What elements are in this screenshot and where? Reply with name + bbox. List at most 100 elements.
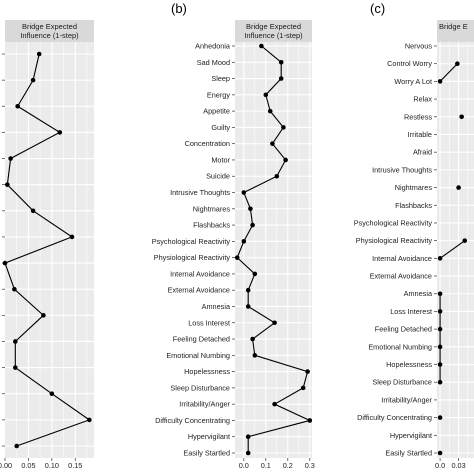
category-label: Nervous — [405, 42, 433, 51]
data-point — [459, 114, 464, 120]
data-point — [2, 260, 8, 266]
category-label: Flashbacks — [395, 201, 432, 210]
data-point — [241, 190, 247, 195]
category-label: Feeling Detached — [173, 335, 230, 344]
x-tick-label: 0.15 — [68, 461, 82, 470]
category-label: Anhedonia — [195, 42, 231, 51]
data-point — [15, 103, 20, 109]
data-point — [14, 443, 20, 449]
data-point — [69, 234, 75, 240]
series-line — [4, 53, 91, 447]
data-point — [5, 182, 10, 187]
data-point — [49, 391, 55, 397]
category-label: Motor — [211, 155, 230, 164]
category-label: Suicide — [206, 172, 230, 181]
category-label: Sleep Disturbance — [170, 383, 230, 392]
data-point — [87, 417, 92, 423]
data-point — [259, 43, 264, 49]
x-tick-label: 0.03 — [451, 461, 465, 470]
data-point — [437, 309, 443, 314]
data-point — [36, 51, 42, 57]
x-tick-label: 0.05 — [21, 461, 35, 470]
data-point — [30, 77, 36, 83]
category-label: Sleep — [211, 74, 230, 83]
strip-background — [437, 20, 474, 42]
category-label: Difficulty Concentrating — [357, 413, 432, 422]
x-tick-label: 0.2 — [283, 461, 293, 470]
category-label: Irritability/Anger — [179, 400, 230, 409]
category-label: External Avoidance — [168, 286, 230, 295]
data-point — [437, 362, 443, 367]
strip-title-line: Bridge Expected — [246, 22, 301, 31]
category-label: Relax — [413, 95, 432, 104]
data-point — [437, 256, 443, 261]
category-label: Physiological Reactivity — [356, 236, 433, 245]
data-point — [234, 255, 240, 260]
category-label: Irritable — [408, 130, 432, 139]
category-label: Hopelessness — [386, 360, 432, 369]
strip-background — [235, 20, 312, 42]
data-point — [281, 125, 286, 130]
data-point — [250, 336, 255, 342]
category-label: Amnesia — [202, 302, 231, 311]
data-point — [437, 450, 443, 456]
category-label: Nightmares — [395, 183, 433, 192]
data-point — [278, 59, 284, 65]
data-point — [437, 79, 443, 84]
data-point — [13, 365, 18, 370]
strip-title-line: Influence (1-step) — [20, 31, 79, 40]
category-label: Flashbacks — [193, 221, 230, 230]
data-point — [252, 353, 258, 358]
category-label: Loss Interest — [188, 318, 230, 327]
category-label: Easily Startled — [385, 449, 432, 458]
data-point — [305, 369, 310, 374]
plot-background — [437, 42, 474, 458]
data-point — [12, 286, 17, 292]
strip-title-line: Bridge Expected — [22, 22, 77, 31]
category-label: Intrusive Thoughts — [372, 165, 432, 174]
data-point — [245, 434, 251, 440]
category-label: Sleep Disturbance — [372, 378, 432, 387]
category-label: Amnesia — [404, 289, 433, 298]
x-tick-label: 0.1 — [261, 461, 271, 470]
data-point — [437, 344, 443, 350]
plot-background — [5, 42, 94, 458]
x-tick-label: 0.0 — [239, 461, 249, 470]
series-line — [439, 240, 466, 259]
category-label: Physiological Reactivity — [154, 253, 231, 262]
data-point — [30, 208, 36, 214]
data-point — [437, 291, 443, 297]
panel-3: (c) Bridge E Nervous Control Worry Worry A L… — [354, 1, 474, 470]
category-label: Psychological Reactivity — [354, 218, 433, 227]
data-point — [437, 415, 443, 420]
data-point — [307, 418, 313, 423]
x-tick-label: 0.00 — [0, 461, 12, 470]
x-tick-label: 0.10 — [45, 461, 59, 470]
category-label: Feeling Detached — [375, 325, 432, 334]
strip-background — [5, 20, 94, 42]
data-point — [272, 320, 277, 326]
category-label: Guilty — [211, 123, 230, 132]
x-tick-label: 0.0 — [435, 461, 445, 470]
data-point — [455, 61, 460, 66]
category-label: Easily Startled — [183, 449, 230, 458]
x-tick-label: 0.3 — [305, 461, 315, 470]
category-label: Emotional Numbing — [368, 342, 432, 351]
category-label: Loss Interest — [390, 307, 432, 316]
data-point — [241, 239, 247, 244]
data-point — [462, 238, 468, 243]
data-point — [57, 130, 63, 135]
data-point — [248, 206, 253, 212]
category-label: Worry A Lot — [394, 77, 432, 86]
data-point — [245, 287, 251, 293]
strip-title-line: Bridge E — [439, 22, 468, 31]
category-label: Energy — [207, 90, 230, 99]
data-point — [456, 185, 461, 190]
data-point — [283, 157, 288, 163]
data-point — [41, 313, 46, 318]
category-label: Concentration — [185, 139, 230, 148]
